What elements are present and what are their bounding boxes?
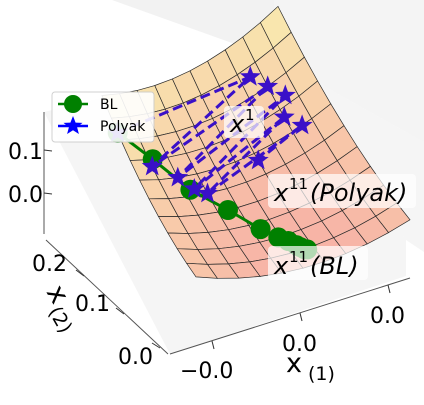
y-tick-label-2: 0.2 — [32, 252, 67, 277]
annotation-x11-bl: x 11 (BL) — [268, 246, 368, 280]
y-tick-label-1: 0.1 — [75, 292, 110, 317]
series-point-polyak-8 — [197, 182, 218, 203]
legend-polyak-marker — [63, 116, 83, 134]
series-point-polyak-3 — [257, 75, 279, 96]
x-tick-label-2: 0.0 — [370, 304, 405, 329]
series-point-polyak-5 — [274, 84, 296, 105]
annotation-x1: x 1 — [224, 106, 264, 138]
series-point-polyak-2 — [141, 155, 163, 176]
x-tick-label-0: −0.0 — [180, 359, 233, 384]
series-point-polyak-6 — [183, 178, 205, 198]
series-point-polyak-4 — [167, 166, 189, 187]
legend-bl-marker — [64, 95, 82, 113]
y-axis-label-main: x — [40, 280, 75, 309]
x-tick-label-1: 0.0 — [282, 332, 317, 357]
z-ticks — [43, 149, 53, 195]
legend-polyak-label: Polyak — [100, 119, 146, 135]
series-point-polyak-9 — [291, 114, 313, 135]
annotation-x11-bl-sup: 11 — [289, 248, 308, 266]
x-axis-label: x (1) — [286, 348, 335, 385]
series-point-polyak-7 — [273, 106, 295, 126]
z-tick-label-0: 0.0 — [8, 183, 43, 208]
y-tick-label-0: 0.0 — [118, 345, 153, 370]
annotation-x11-polyak: x 11 (Polyak) — [268, 174, 416, 208]
back-pane-right — [274, 0, 424, 142]
x-axis-line — [169, 277, 411, 355]
annotation-x11-polyak-sup: 11 — [289, 175, 308, 193]
annotation-x11-bl-suffix: (BL) — [310, 252, 359, 280]
series-point-bl-3 — [218, 200, 238, 220]
annotation-x1-sup: 1 — [245, 106, 255, 124]
annotation-x1-text: x — [229, 110, 245, 138]
annotation-x11-polyak-text: x — [273, 179, 289, 207]
legend: BL Polyak — [51, 91, 155, 143]
legend-bl-label: BL — [100, 97, 118, 113]
z-tick-label-1: 0.1 — [8, 140, 43, 165]
annotation-x11-polyak-suffix: (Polyak) — [310, 179, 407, 207]
x-axis-label-main: x — [286, 348, 302, 379]
y-ticks — [75, 269, 161, 349]
series-point-polyak-1 — [239, 65, 261, 86]
annotation-x11-bl-text: x — [273, 252, 289, 280]
x-ticks — [211, 284, 391, 350]
back-pane-left — [44, 0, 274, 112]
y-axis-line — [45, 239, 169, 355]
series-point-polyak-10 — [247, 149, 269, 170]
series-point-bl-4 — [250, 219, 271, 240]
x-axis-label-sub: (1) — [308, 363, 335, 385]
